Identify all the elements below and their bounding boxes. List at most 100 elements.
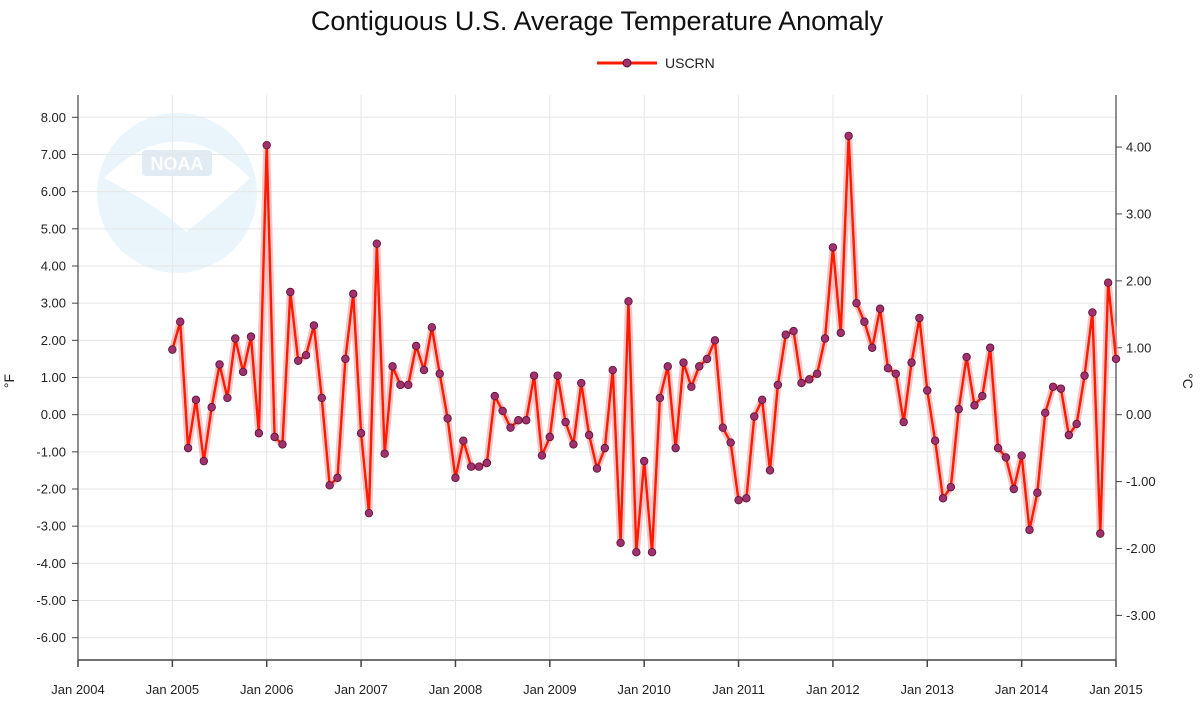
data-point[interactable] — [514, 416, 523, 425]
data-point[interactable] — [380, 449, 389, 458]
data-point[interactable] — [970, 401, 979, 410]
data-point[interactable] — [1048, 382, 1058, 391]
data-point[interactable] — [168, 345, 177, 354]
data-point[interactable] — [781, 330, 790, 339]
data-point[interactable] — [231, 334, 240, 343]
data-point[interactable] — [592, 464, 602, 473]
data-point[interactable] — [820, 334, 830, 343]
data-point[interactable] — [482, 458, 492, 468]
data-point[interactable] — [238, 367, 248, 377]
data-point[interactable] — [1072, 419, 1081, 429]
data-point[interactable] — [812, 369, 822, 378]
data-point[interactable] — [443, 414, 452, 423]
data-point[interactable] — [545, 432, 555, 442]
data-point[interactable] — [765, 466, 775, 475]
data-point[interactable] — [1056, 384, 1066, 393]
data-point[interactable] — [1009, 484, 1018, 494]
data-point[interactable] — [938, 494, 948, 503]
data-point[interactable] — [1017, 451, 1026, 460]
data-point[interactable] — [679, 358, 688, 367]
data-point[interactable] — [702, 354, 712, 364]
data-point[interactable] — [907, 358, 916, 367]
data-point[interactable] — [993, 443, 1003, 453]
data-point[interactable] — [978, 391, 987, 401]
data-point[interactable] — [671, 443, 680, 453]
data-point[interactable] — [750, 412, 759, 421]
data-point[interactable] — [797, 378, 806, 388]
data-point[interactable] — [286, 287, 295, 297]
data-point[interactable] — [687, 382, 696, 391]
data-point[interactable] — [388, 362, 397, 371]
data-point[interactable] — [333, 473, 342, 483]
data-point[interactable] — [451, 473, 460, 483]
data-point[interactable] — [930, 436, 940, 445]
data-point[interactable] — [734, 495, 743, 505]
data-point[interactable] — [474, 462, 484, 471]
data-point[interactable] — [522, 416, 531, 425]
data-point[interactable] — [427, 323, 437, 332]
data-point[interactable] — [875, 304, 885, 313]
data-point[interactable] — [1033, 488, 1042, 497]
legend[interactable]: USCRN — [597, 55, 715, 71]
data-point[interactable] — [498, 406, 507, 416]
data-point[interactable] — [270, 432, 279, 442]
data-point[interactable] — [742, 494, 751, 503]
data-point[interactable] — [569, 440, 578, 449]
data-point[interactable] — [860, 317, 869, 326]
data-point[interactable] — [1001, 453, 1011, 462]
data-point[interactable] — [632, 548, 641, 557]
data-point[interactable] — [435, 369, 444, 378]
data-point[interactable] — [561, 417, 570, 427]
data-point[interactable] — [254, 429, 264, 438]
data-point[interactable] — [1096, 529, 1105, 538]
data-point[interactable] — [459, 436, 468, 445]
data-point[interactable] — [655, 393, 665, 403]
data-point[interactable] — [985, 343, 995, 352]
data-point[interactable] — [695, 362, 704, 371]
data-point[interactable] — [577, 378, 586, 388]
data-point[interactable] — [710, 336, 720, 345]
data-point[interactable] — [608, 365, 617, 375]
data-point[interactable] — [718, 423, 728, 432]
data-point[interactable] — [191, 395, 201, 404]
data-point[interactable] — [828, 243, 838, 252]
data-point[interactable] — [506, 423, 515, 432]
data-point[interactable] — [954, 404, 963, 414]
data-point[interactable] — [805, 375, 814, 384]
data-point[interactable] — [325, 481, 334, 490]
data-point[interactable] — [1088, 308, 1097, 317]
data-point[interactable] — [199, 456, 209, 466]
data-point[interactable] — [883, 364, 893, 373]
data-point[interactable] — [663, 362, 672, 371]
data-point[interactable] — [624, 297, 633, 306]
data-point[interactable] — [183, 443, 193, 453]
data-point[interactable] — [419, 365, 429, 375]
data-point[interactable] — [262, 140, 271, 150]
data-point[interactable] — [529, 371, 539, 380]
data-point[interactable] — [301, 351, 311, 360]
data-point[interactable] — [868, 343, 877, 352]
data-point[interactable] — [553, 371, 562, 380]
data-point[interactable] — [773, 380, 783, 390]
data-point[interactable] — [899, 417, 908, 427]
data-point[interactable] — [364, 508, 374, 518]
data-point[interactable] — [356, 429, 366, 438]
data-point[interactable] — [293, 356, 303, 365]
data-point[interactable] — [341, 354, 350, 364]
data-point[interactable] — [647, 548, 657, 557]
data-point[interactable] — [278, 440, 287, 449]
data-point[interactable] — [246, 332, 256, 341]
data-point[interactable] — [1025, 525, 1034, 535]
data-point[interactable] — [1080, 371, 1089, 380]
data-point[interactable] — [600, 443, 610, 453]
data-point[interactable] — [789, 326, 798, 336]
data-point[interactable] — [726, 438, 735, 447]
data-point[interactable] — [946, 482, 956, 492]
data-point[interactable] — [962, 352, 971, 362]
data-point[interactable] — [404, 380, 413, 390]
data-point[interactable] — [915, 313, 924, 323]
data-point[interactable] — [309, 321, 319, 330]
data-point[interactable] — [176, 317, 185, 326]
data-point[interactable] — [584, 430, 594, 440]
data-point[interactable] — [207, 403, 216, 412]
